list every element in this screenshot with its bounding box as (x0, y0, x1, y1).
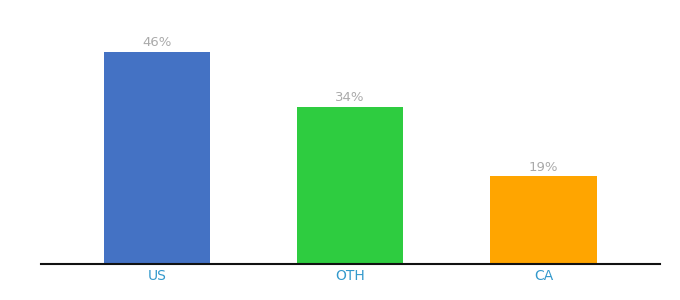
Text: 46%: 46% (142, 36, 171, 49)
Text: 34%: 34% (335, 91, 365, 104)
Bar (490, 176, 597, 264)
Bar (297, 107, 403, 264)
Text: 19%: 19% (529, 160, 558, 173)
Bar (103, 52, 210, 264)
